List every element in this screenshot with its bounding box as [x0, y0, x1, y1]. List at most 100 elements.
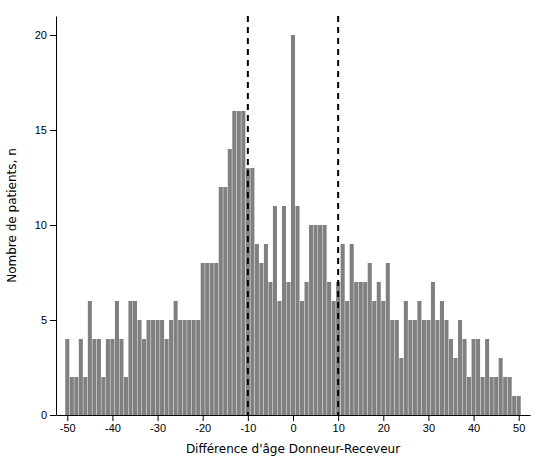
bar [368, 263, 372, 415]
bar [65, 339, 69, 415]
x-tick-label: -50 [60, 422, 76, 434]
bar [318, 225, 322, 415]
x-tick-label: 30 [423, 422, 435, 434]
bar [472, 339, 476, 415]
bar [494, 377, 498, 415]
bar [223, 187, 227, 415]
bar [282, 206, 286, 415]
bar [237, 111, 241, 415]
x-tick-mark [428, 415, 429, 421]
bar [232, 111, 236, 415]
bar [508, 377, 512, 415]
bar [79, 339, 83, 415]
y-axis-title: Nombre de patients, n [5, 148, 19, 283]
x-tick-label: -40 [105, 422, 121, 434]
y-tick-mark [50, 415, 56, 416]
x-tick: 50 [513, 415, 525, 434]
bar [196, 320, 200, 415]
bar [413, 320, 417, 415]
bar [92, 339, 96, 415]
x-tick-mark [67, 415, 68, 421]
x-tick-label: 40 [468, 422, 480, 434]
bar [124, 377, 128, 415]
x-tick-mark [112, 415, 113, 421]
bar [481, 377, 485, 415]
marks [65, 16, 520, 415]
bar [115, 301, 119, 415]
bar [386, 263, 390, 415]
y-axis: 0 5 10 15 20 [35, 17, 57, 422]
bar [417, 301, 421, 415]
y-axis-line [56, 17, 57, 416]
bar [268, 282, 272, 415]
bar [422, 320, 426, 415]
bar [228, 149, 232, 415]
bar [192, 320, 196, 415]
bar [323, 225, 327, 415]
bar [350, 244, 354, 415]
bar [431, 282, 435, 415]
y-tick-label: 0 [41, 409, 47, 421]
bar [341, 244, 345, 415]
x-tick: -20 [195, 415, 211, 434]
x-tick-mark [158, 415, 159, 421]
y-tick: 20 [35, 29, 56, 41]
bar [309, 225, 313, 415]
bar [119, 339, 123, 415]
bar [210, 263, 214, 415]
bar [142, 339, 146, 415]
x-axis-title: Différence d'âge Donneur-Receveur [186, 442, 400, 456]
bar [503, 377, 507, 415]
x-tick-mark [474, 415, 475, 421]
bar [88, 301, 92, 415]
plot: -50-40-30-20-100102030405005101520 [35, 16, 531, 434]
bar [512, 396, 516, 415]
y-tick: 15 [35, 124, 56, 136]
bar [332, 301, 336, 415]
bar [169, 320, 173, 415]
bar [449, 339, 453, 415]
x-tick-mark [293, 415, 294, 421]
x-tick-mark [338, 415, 339, 421]
x-tick-label: -30 [150, 422, 166, 434]
bar [453, 358, 457, 415]
x-tick: -10 [240, 415, 256, 434]
bar [426, 320, 430, 415]
x-tick-label: -20 [195, 422, 211, 434]
x-tick-mark [383, 415, 384, 421]
bar [467, 377, 471, 415]
bar [377, 282, 381, 415]
bar [286, 282, 290, 415]
y-tick-label: 5 [41, 314, 47, 326]
bar [273, 206, 277, 415]
bar [499, 358, 503, 415]
bar [485, 339, 489, 415]
bar [381, 301, 385, 415]
x-tick: -30 [150, 415, 166, 434]
x-tick-label: 0 [290, 422, 296, 434]
bar [372, 301, 376, 415]
bar [345, 301, 349, 415]
bar [354, 282, 358, 415]
bar [178, 320, 182, 415]
x-tick: 30 [423, 415, 435, 434]
bar [133, 301, 137, 415]
bar [440, 301, 444, 415]
bar [255, 244, 259, 415]
bar [517, 396, 521, 415]
y-tick: 5 [41, 314, 56, 326]
bar [390, 320, 394, 415]
bar [183, 320, 187, 415]
x-tick: -50 [60, 415, 76, 434]
bar [444, 320, 448, 415]
bar [147, 320, 151, 415]
bar [110, 339, 114, 415]
bar [101, 377, 105, 415]
bar [156, 320, 160, 415]
x-tick-label: -10 [240, 422, 256, 434]
x-tick-label: 20 [378, 422, 390, 434]
y-tick: 10 [35, 219, 56, 231]
bar [137, 320, 141, 415]
bar [458, 320, 462, 415]
y-tick-mark [50, 225, 56, 226]
